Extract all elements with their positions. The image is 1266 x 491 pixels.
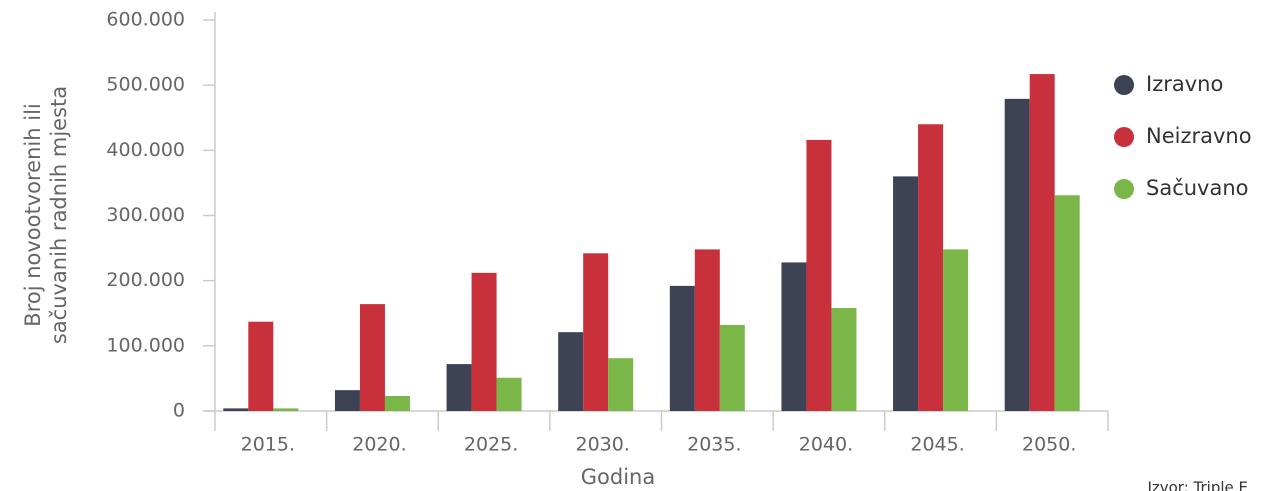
- bar: [273, 408, 299, 411]
- bar: [1029, 74, 1055, 412]
- bar: [384, 396, 410, 411]
- y-tick-label: 100.000: [106, 334, 185, 356]
- bar: [248, 321, 274, 411]
- y-tick-label: 600.000: [106, 9, 185, 31]
- legend-label: Izravno: [1146, 72, 1223, 96]
- bar: [359, 304, 385, 411]
- bar: [943, 249, 969, 411]
- y-tick-label: 400.000: [106, 139, 185, 161]
- x-tick-label: 2045.: [910, 434, 964, 456]
- x-tick-label: 2020.: [352, 434, 406, 456]
- y-tick-label: 300.000: [106, 204, 185, 226]
- x-tick-label: 2015.: [241, 434, 295, 456]
- x-tick-label: 2030.: [575, 434, 629, 456]
- bar: [806, 139, 832, 411]
- y-axis-label: Broj novootvorenih ili: [21, 103, 45, 326]
- bar: [334, 390, 360, 411]
- x-axis-label: Godina: [581, 465, 655, 489]
- bar: [893, 176, 919, 411]
- y-tick-label: 200.000: [106, 269, 185, 291]
- bar: [1054, 195, 1080, 411]
- legend-marker: [1114, 127, 1134, 147]
- bar: [831, 308, 857, 411]
- bar: [781, 262, 807, 411]
- bar: [496, 377, 522, 411]
- bar: [669, 285, 695, 411]
- legend-marker: [1114, 75, 1134, 95]
- y-tick-label: 0: [173, 400, 185, 422]
- legend-marker: [1114, 179, 1134, 199]
- x-tick-label: 2035.: [687, 434, 741, 456]
- x-tick-label: 2025.: [464, 434, 518, 456]
- legend-label: Neizravno: [1146, 124, 1252, 148]
- bar: [446, 364, 472, 411]
- bar: [223, 408, 249, 411]
- source: Izvor: Triple E: [1147, 479, 1248, 491]
- bar: [694, 249, 720, 411]
- y-tick-label: 500.000: [106, 74, 185, 96]
- bar: [719, 324, 745, 411]
- bar: [558, 332, 584, 411]
- x-tick-label: 2050.: [1022, 434, 1076, 456]
- bar: [583, 253, 609, 411]
- bar: [918, 124, 944, 412]
- bar: [1004, 98, 1030, 411]
- x-tick-label: 2040.: [799, 434, 853, 456]
- y-axis-label: sačuvanih radnih mjesta: [47, 86, 71, 344]
- legend-label: Sačuvano: [1146, 176, 1249, 200]
- bar: [608, 358, 634, 411]
- bar: [471, 272, 497, 411]
